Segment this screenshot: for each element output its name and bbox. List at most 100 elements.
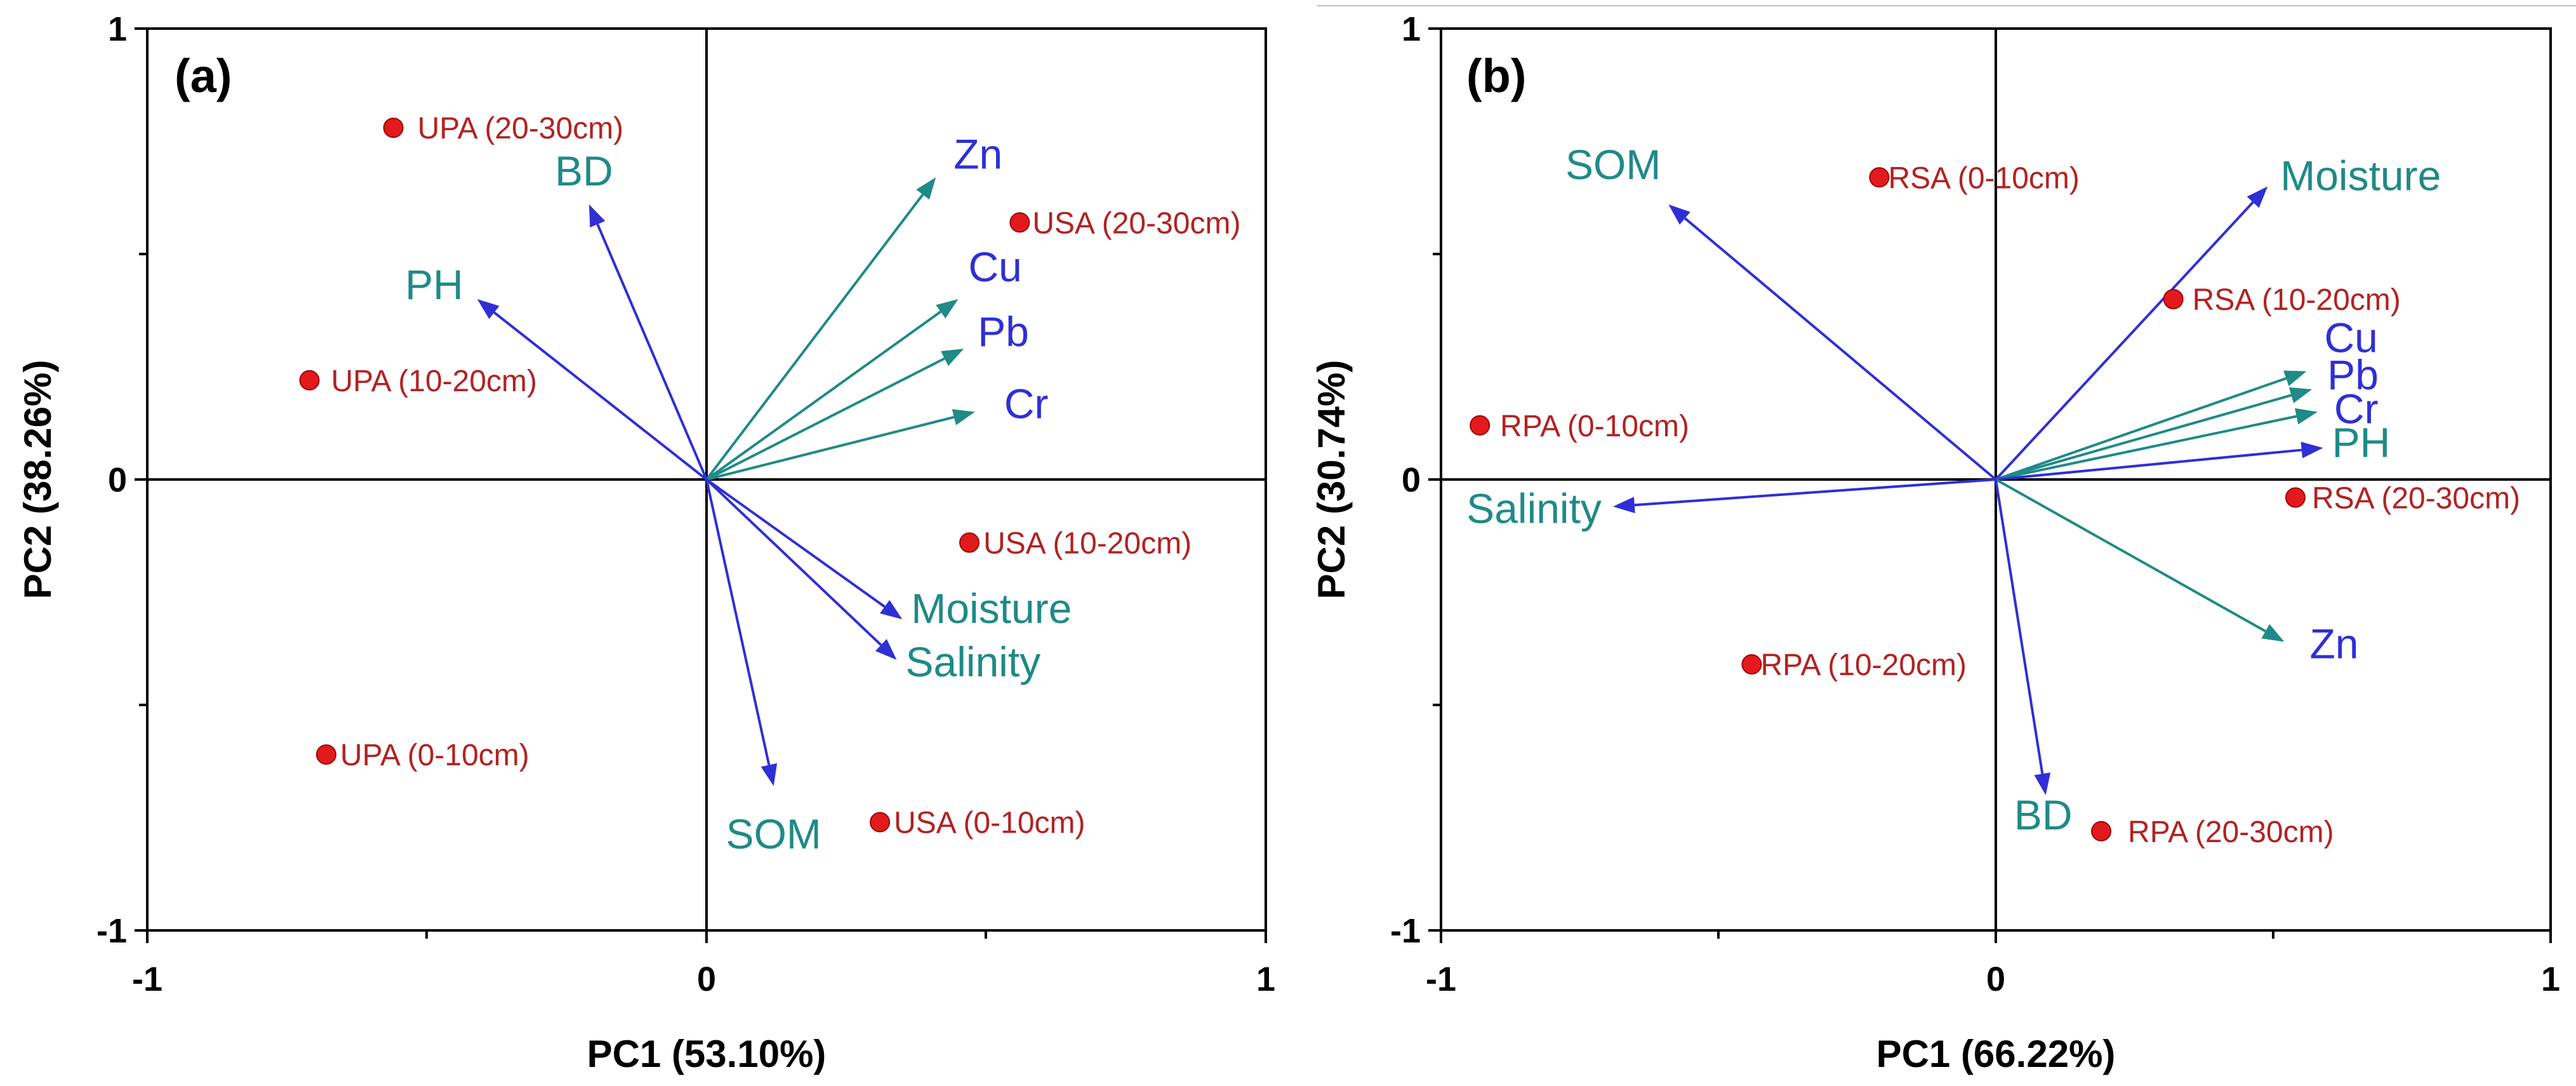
loading-label-cr: Cr bbox=[2334, 385, 2379, 432]
score-point-upa-20-30cm bbox=[383, 117, 404, 138]
score-point-usa-20-30cm bbox=[1009, 212, 1030, 233]
panel-b-ticks bbox=[1428, 27, 2552, 943]
panel-a-x-tick-label: -1 bbox=[132, 960, 163, 998]
loading-arrowhead-som bbox=[1668, 204, 1690, 225]
panel-b-y-tick-label: 1 bbox=[1402, 10, 1421, 48]
panel-a-x-axis-label: PC1 (53.10%) bbox=[587, 1033, 827, 1075]
loading-arrow-salinity bbox=[1634, 478, 1996, 507]
loading-arrowhead-cu bbox=[936, 299, 959, 319]
score-point-rpa-0-10cm bbox=[1470, 415, 1490, 436]
loading-arrowhead-moisture bbox=[880, 600, 903, 620]
loading-label-salinity: Salinity bbox=[906, 638, 1041, 685]
loading-label-zn: Zn bbox=[953, 130, 1002, 177]
loading-arrowhead-salinity bbox=[1612, 497, 1635, 514]
panel-b-tag: (b) bbox=[1466, 50, 1527, 102]
loading-arrow-cu bbox=[1995, 377, 2287, 481]
panel-a-tag: (a) bbox=[175, 50, 232, 102]
score-label-rpa-10-20cm: RPA (10-20cm) bbox=[1760, 648, 1967, 682]
loading-arrowhead-pb bbox=[941, 349, 964, 366]
score-label-rpa-0-10cm: RPA (0-10cm) bbox=[1500, 410, 1689, 443]
loading-arrow-moisture bbox=[705, 478, 886, 608]
panel-b-biplot: -1 0 1 -1 0 1 PC1 (66.22%) PC2 (30.74%) … bbox=[1310, 10, 2560, 1075]
loading-arrow-som bbox=[705, 479, 771, 766]
loading-label-salinity: Salinity bbox=[1466, 485, 1602, 532]
loading-arrow-cr bbox=[706, 415, 955, 481]
score-label-upa-10-20cm: UPA (10-20cm) bbox=[331, 365, 537, 398]
loading-arrowhead-bd bbox=[588, 204, 606, 228]
score-point-rsa-0-10cm bbox=[1869, 167, 1890, 188]
loading-label-pb: Pb bbox=[2327, 351, 2379, 398]
loading-label-ph: PH bbox=[405, 261, 463, 308]
loading-arrow-zn bbox=[705, 194, 924, 481]
score-label-usa-0-10cm: USA (0-10cm) bbox=[894, 807, 1085, 840]
score-label-usa-10-20cm: USA (10-20cm) bbox=[983, 526, 1192, 560]
loading-arrowhead-cu bbox=[2283, 370, 2307, 387]
loading-label-moisture: Moisture bbox=[911, 585, 1072, 632]
score-label-rsa-10-20cm: RSA (10-20cm) bbox=[2193, 283, 2401, 317]
loading-label-moisture: Moisture bbox=[2280, 152, 2441, 199]
panel-a-y-tick-label: 1 bbox=[108, 10, 127, 48]
loading-arrowhead-ph bbox=[2300, 441, 2323, 459]
panel-b-y-tick-label: -1 bbox=[1390, 912, 1421, 950]
loading-label-som: SOM bbox=[1565, 141, 1661, 188]
panel-a-y-tick-label: -1 bbox=[96, 912, 127, 950]
loading-label-som: SOM bbox=[726, 810, 821, 857]
loading-label-zn: Zn bbox=[2309, 620, 2358, 667]
loading-arrowhead-som bbox=[760, 763, 778, 786]
loading-label-ph: PH bbox=[2332, 419, 2391, 466]
panel-b-x-tick-label: 0 bbox=[1986, 960, 2005, 998]
loading-arrowhead-moisture bbox=[2247, 186, 2268, 208]
panel-a-score-points: UPA (20-30cm) USA (20-30cm) UPA (10-20cm) U… bbox=[299, 112, 1240, 840]
loading-arrow-moisture bbox=[1995, 201, 2254, 481]
panel-b-y-axis-label: PC2 (30.74%) bbox=[1310, 360, 1353, 600]
loading-arrow-cu bbox=[705, 311, 941, 481]
loading-arrow-bd bbox=[1995, 479, 2044, 774]
loading-arrow-zn bbox=[1995, 478, 2266, 633]
loading-label-cr: Cr bbox=[1004, 380, 1049, 427]
panel-b-x-tick-label: 1 bbox=[2541, 960, 2560, 998]
score-label-upa-20-30cm: UPA (20-30cm) bbox=[418, 112, 624, 145]
panel-b-x-tick-label: -1 bbox=[1426, 960, 1456, 998]
loading-label-bd: BD bbox=[2014, 791, 2073, 838]
loading-arrowhead-cr bbox=[952, 409, 975, 426]
score-point-usa-0-10cm bbox=[870, 812, 891, 833]
loading-arrow-pb bbox=[706, 357, 945, 481]
score-label-rpa-20-30cm: RPA (20-30cm) bbox=[2128, 815, 2334, 849]
panel-a-biplot: -1 0 1 -1 0 1 PC1 (53.10%) PC2 (38.26%) … bbox=[17, 10, 1275, 1075]
score-point-rsa-10-20cm bbox=[2163, 289, 2184, 309]
loading-label-pb: Pb bbox=[978, 308, 1029, 355]
panel-a-x-tick-label: 0 bbox=[697, 960, 716, 998]
score-point-rpa-10-20cm bbox=[1741, 654, 1762, 675]
score-label-usa-20-30cm: USA (20-30cm) bbox=[1032, 206, 1240, 240]
loading-arrow-cr bbox=[1995, 415, 2297, 481]
loading-arrow-som bbox=[1684, 217, 1997, 481]
score-label-rsa-0-10cm: RSA (0-10cm) bbox=[1888, 161, 2079, 195]
loading-arrowhead-bd bbox=[2034, 772, 2051, 795]
loading-arrow-pb bbox=[1995, 394, 2292, 481]
score-label-upa-0-10cm: UPA (0-10cm) bbox=[340, 739, 529, 772]
loading-arrow-bd bbox=[596, 224, 708, 480]
panel-b-y-tick-label: 0 bbox=[1402, 461, 1421, 499]
loading-arrow-ph bbox=[493, 311, 708, 481]
loading-arrowhead-ph bbox=[477, 299, 500, 319]
score-point-upa-0-10cm bbox=[315, 744, 336, 765]
panel-a-x-tick-label: 1 bbox=[1256, 960, 1275, 998]
score-label-rsa-20-30cm: RSA (20-30cm) bbox=[2312, 481, 2520, 515]
panel-a-loading-arrows: Zn Cu Pb Cr BD PH Moisture Salinity SOM bbox=[405, 130, 1072, 857]
loading-arrow-ph bbox=[1995, 448, 2302, 481]
panel-b-x-axis-label: PC1 (66.22%) bbox=[1876, 1033, 2116, 1075]
score-point-rpa-20-30cm bbox=[2091, 821, 2112, 841]
loading-arrowhead-cr bbox=[2294, 408, 2318, 425]
panel-a-y-axis-label: PC2 (38.26%) bbox=[17, 360, 59, 600]
panel-b-score-points: RSA (0-10cm) RSA (10-20cm) RPA (0-10cm) RSA… bbox=[1470, 161, 2520, 849]
loading-arrowhead-zn bbox=[916, 177, 936, 200]
loading-arrowhead-zn bbox=[2261, 624, 2285, 642]
loading-arrowhead-pb bbox=[2288, 387, 2313, 403]
score-point-upa-10-20cm bbox=[299, 370, 320, 391]
loading-label-bd: BD bbox=[555, 147, 613, 194]
panel-a-y-tick-label: 0 bbox=[108, 461, 127, 499]
score-point-usa-10-20cm bbox=[959, 532, 980, 553]
score-point-rsa-20-30cm bbox=[2285, 487, 2306, 508]
